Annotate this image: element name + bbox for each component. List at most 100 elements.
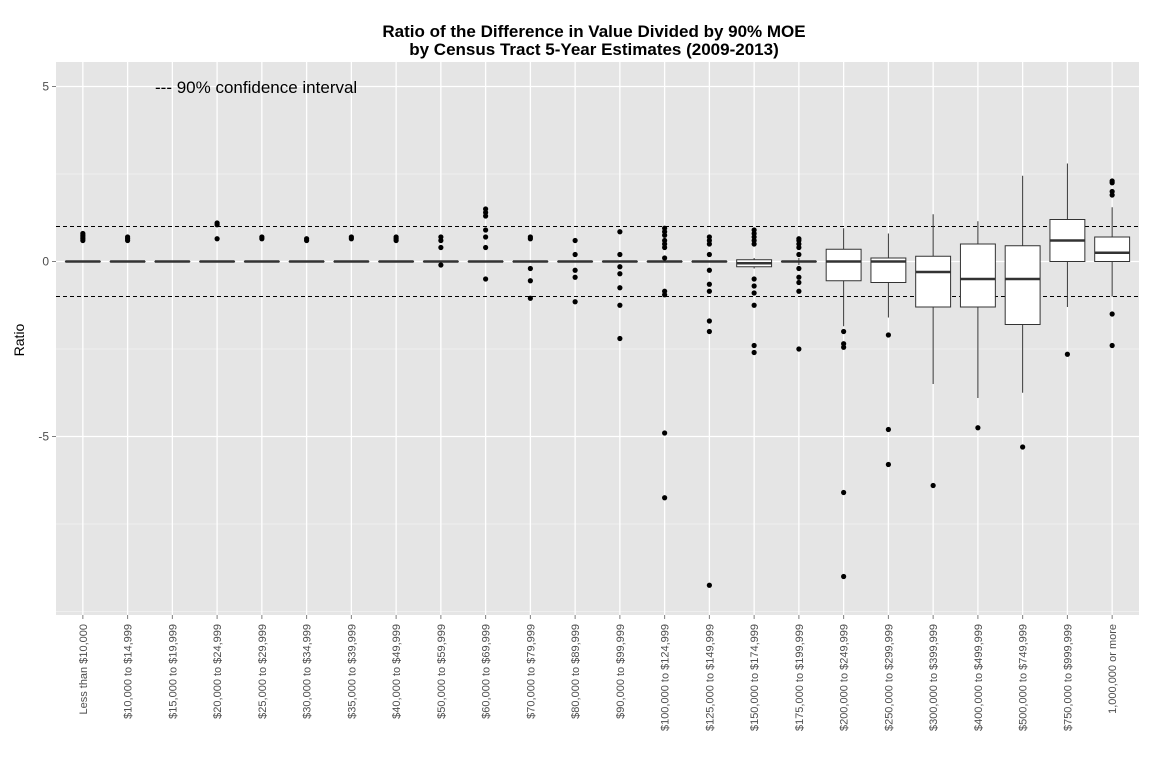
x-tick-label: $400,000 to $499,999 [973,624,985,731]
outlier-point [438,262,444,268]
outlier-point [796,236,802,242]
box-22 [1004,175,1041,450]
outlier-point [393,234,399,240]
outlier-point [617,302,623,308]
x-tick-label: $60,000 to $69,999 [481,624,493,719]
annotation-confidence-interval: --- 90% confidence interval [155,78,357,97]
x-tick-label: $35,000 to $39,999 [346,624,358,719]
x-tick-label: $70,000 to $79,999 [525,624,537,719]
outlier-point [214,220,220,226]
outlier-point [841,341,847,347]
outlier-point [527,234,533,240]
y-axis: 5 0 -5 [38,80,56,444]
outlier-point [348,234,354,240]
box-19 [870,233,907,468]
box-7 [333,234,370,263]
outlier-point [796,274,802,280]
outlier-point [1109,178,1115,184]
box-15 [691,234,728,588]
y-tick-label: 5 [42,80,49,94]
box-23 [1049,163,1086,357]
outlier-point [662,430,668,436]
outlier-point [1020,444,1026,450]
outlier-point [483,206,489,212]
chart-subtitle: by Census Tract 5-Year Estimates (2009-2… [409,40,778,59]
x-tick-label: $80,000 to $89,999 [570,624,582,719]
outlier-point [125,234,131,240]
outlier-point [885,426,891,433]
outlier-point [796,251,802,258]
outlier-point [662,237,668,244]
outlier-point [706,281,712,287]
x-tick-label: $10,000 to $14,999 [123,624,135,719]
outlier-point [572,237,578,244]
x-tick-label: Less than $10,000 [78,624,90,715]
x-tick-label: $250,000 to $299,999 [883,624,895,731]
outlier-point [527,295,533,301]
x-tick-label: 1,000,000 or more [1107,624,1119,714]
outlier-point [527,278,533,284]
outlier-point [706,267,712,273]
box-body [915,255,952,308]
box-20 [915,214,952,489]
outlier-point [259,234,265,240]
outlier-point [662,288,668,294]
outlier-point [572,251,578,258]
box-17 [780,236,817,352]
outlier-point [706,251,712,258]
outlier-point [1064,351,1070,357]
confidence-interval-lines [56,226,1139,297]
box-body [1004,245,1041,325]
x-tick-label: $200,000 to $249,999 [839,624,851,731]
grid-minor [56,173,1139,612]
box-1 [64,230,101,263]
y-axis-label: Ratio [11,323,27,356]
box-6 [288,236,325,263]
outlier-point [751,349,757,356]
box-4 [199,220,236,263]
outlier-point [483,234,489,240]
outlier-point [662,255,668,261]
x-tick-label: $100,000 to $124,999 [660,624,672,731]
x-tick-label: $500,000 to $749,999 [1018,624,1030,731]
outlier-point [841,489,847,496]
x-tick-label: $125,000 to $149,999 [704,624,716,731]
box-18 [825,228,862,580]
outlier-point [483,244,489,251]
outlier-point [572,267,578,273]
outlier-point [80,230,86,237]
outlier-point [706,318,712,324]
x-tick-label: $20,000 to $24,999 [212,624,224,719]
outlier-point [483,227,489,233]
outlier-point [796,346,802,352]
outlier-point [751,283,757,289]
outlier-point [751,227,757,233]
outlier-point [483,276,489,282]
outlier-point [706,328,712,335]
x-tick-label: $175,000 to $199,999 [794,624,806,731]
outlier-point [572,274,578,280]
box-body [825,248,862,282]
x-tick-label: $300,000 to $399,999 [928,624,940,731]
x-tick-label: $40,000 to $49,999 [391,624,403,719]
outlier-point [885,332,891,338]
box-21 [959,221,996,431]
box-body [959,243,996,308]
outlier-point [1109,188,1115,195]
outlier-point [572,299,578,305]
outlier-point [617,335,623,342]
outlier-point [841,573,847,580]
box-13 [601,229,638,342]
x-tick-label: $750,000 to $999,999 [1062,624,1074,731]
x-axis: Less than $10,000 $10,000 to $14,999 $15,0… [78,615,1119,731]
box-8 [378,234,415,263]
outlier-point [438,244,444,251]
plot-panel [56,62,1139,615]
box-2 [109,234,146,263]
x-tick-label: $30,000 to $34,999 [302,624,314,719]
outlier-point [527,265,533,272]
x-tick-label: $90,000 to $99,999 [615,624,627,719]
x-tick-label: $25,000 to $29,999 [257,624,269,719]
box-24 [1094,178,1131,349]
